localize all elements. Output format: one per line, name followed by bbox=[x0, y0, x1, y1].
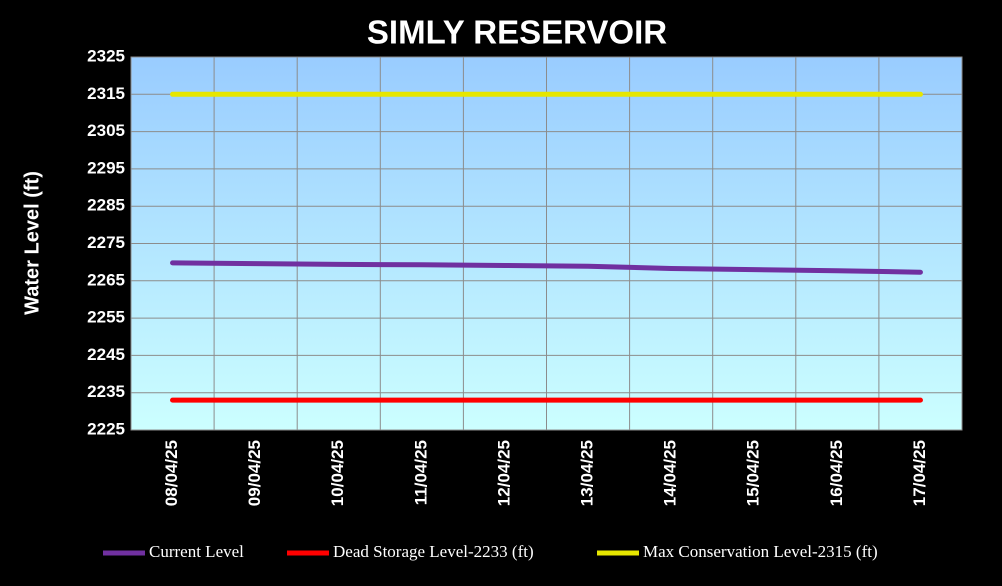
x-tick-label: 15/04/25 bbox=[744, 440, 763, 506]
legend-label: Max Conservation Level-2315 (ft) bbox=[643, 542, 878, 561]
x-tick-label: 10/04/25 bbox=[328, 440, 347, 506]
y-tick-label: 2235 bbox=[87, 382, 125, 401]
x-tick-label: 09/04/25 bbox=[245, 440, 264, 506]
y-tick-label: 2325 bbox=[87, 46, 125, 65]
plot-border bbox=[130, 56, 963, 431]
x-tick-label: 11/04/25 bbox=[411, 440, 430, 505]
x-tick-label: 12/04/25 bbox=[494, 440, 513, 506]
y-tick-label: 2315 bbox=[87, 84, 125, 103]
y-tick-label: 2265 bbox=[87, 270, 125, 289]
y-axis-label: Water Level (ft) bbox=[21, 171, 43, 315]
x-tick-label: 13/04/25 bbox=[578, 440, 597, 506]
x-tick-label: 17/04/25 bbox=[910, 440, 929, 506]
y-tick-label: 2295 bbox=[87, 158, 125, 177]
y-tick-label: 2245 bbox=[87, 345, 125, 364]
y-tick-label: 2275 bbox=[87, 233, 125, 252]
chart-title: SIMLY RESERVOIR bbox=[367, 14, 667, 51]
y-tick-label: 2285 bbox=[87, 196, 125, 215]
legend-label: Dead Storage Level-2233 (ft) bbox=[333, 542, 534, 561]
y-tick-label: 2255 bbox=[87, 308, 125, 327]
series-line bbox=[170, 260, 923, 275]
legend-label: Current Level bbox=[149, 542, 244, 561]
x-tick-label: 08/04/25 bbox=[162, 440, 181, 506]
y-tick-label: 2225 bbox=[87, 419, 125, 438]
x-tick-label: 14/04/25 bbox=[661, 440, 680, 506]
y-tick-label: 2305 bbox=[87, 121, 125, 140]
x-tick-label: 16/04/25 bbox=[827, 440, 846, 506]
